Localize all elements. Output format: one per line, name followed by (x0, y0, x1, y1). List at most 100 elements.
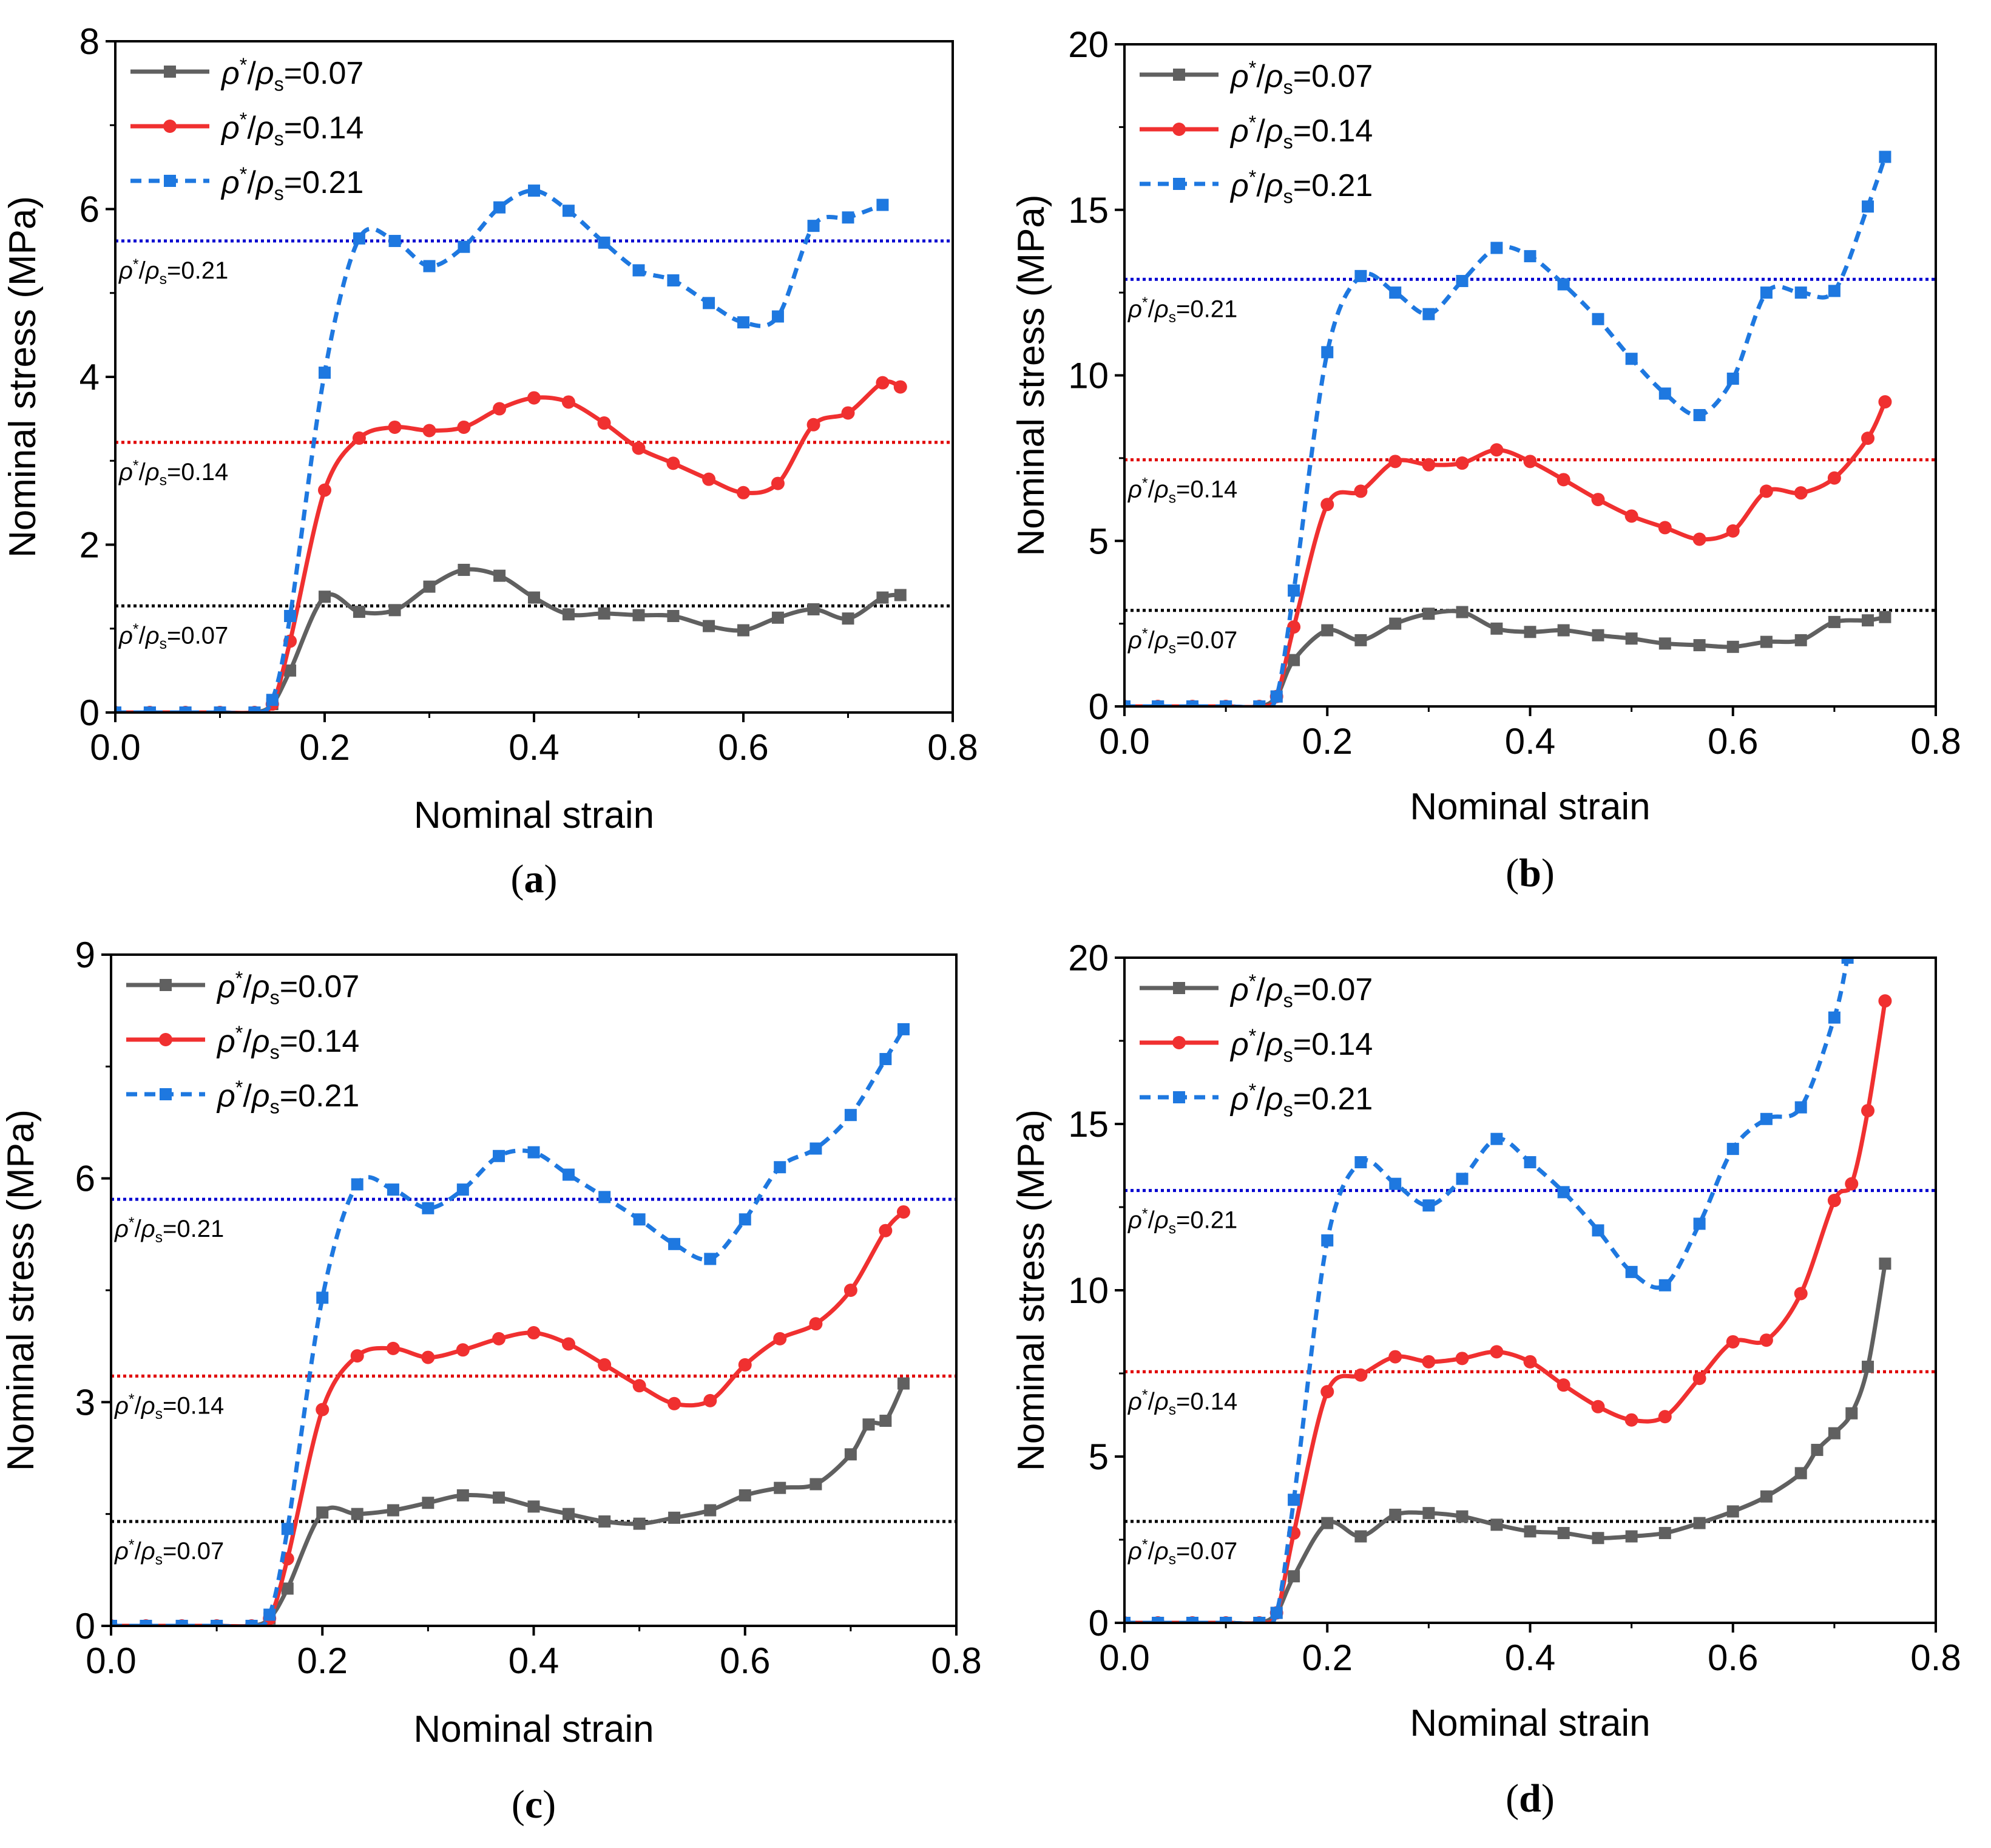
legend-value: =0.14 (1293, 113, 1373, 149)
legend-superscript: * (133, 621, 139, 638)
legend-slash: / (243, 1078, 252, 1114)
data-point-014 (1861, 1104, 1875, 1118)
data-point-014 (422, 424, 436, 438)
data-point-007 (598, 1515, 611, 1528)
panel-caption: (d) (1506, 1776, 1555, 1821)
x-tick-label: 0.4 (509, 1640, 559, 1681)
legend-marker-014 (1172, 123, 1186, 136)
data-point-021 (1270, 690, 1283, 703)
chart-panel-b: ρ*/ρs=0.07ρ*/ρs=0.14ρ*/ρs=0.210.0 0.2 0.4 0… (1010, 24, 1961, 895)
data-point-021 (493, 1149, 505, 1162)
legend-rho: ρ (251, 969, 270, 1004)
data-point-014 (1692, 532, 1706, 546)
legend-slash: / (1256, 168, 1265, 203)
data-point-007 (423, 580, 436, 593)
series-line-021 (111, 1028, 905, 1626)
x-axis-label: Nominal strain (1410, 786, 1650, 828)
plateau-label-014: ρ*/ρs=0.14 (114, 1392, 224, 1423)
data-point-021 (774, 1161, 786, 1174)
data-point-014 (1490, 443, 1504, 457)
legend-superscript: * (133, 257, 139, 273)
data-point-014 (1557, 1378, 1570, 1392)
x-tick-label: 0.4 (509, 727, 559, 768)
data-point-021 (897, 1023, 910, 1035)
legend-slash: / (243, 969, 252, 1004)
data-point-021 (1220, 700, 1232, 706)
data-point-007 (1625, 1530, 1638, 1543)
legend-value: =0.21 (1176, 1207, 1237, 1234)
data-point-021 (632, 264, 645, 277)
legend-superscript: * (1249, 970, 1257, 992)
legend-marker-007 (1173, 69, 1185, 81)
y-tick-label: 0 (79, 692, 100, 733)
data-point-014 (1354, 1368, 1368, 1382)
data-point-021 (562, 205, 575, 217)
data-point-021 (562, 1168, 575, 1181)
legend-value: =0.21 (1293, 168, 1373, 203)
plateau-label-021: ρ*/ρs=0.21 (114, 1215, 224, 1246)
caption-paren: ) (1541, 851, 1555, 895)
data-point-021 (1693, 1217, 1706, 1230)
data-point-007 (353, 606, 365, 618)
legend-value: =0.14 (1293, 1027, 1373, 1062)
data-point-014 (806, 418, 820, 432)
data-point-021 (876, 198, 889, 211)
legend-superscript: * (1249, 166, 1257, 188)
legend-rho: ρ (251, 1078, 270, 1114)
legend-value: =0.14 (167, 459, 228, 486)
legend-rho: ρ (114, 1216, 129, 1242)
x-axis-label: Nominal strain (413, 1708, 654, 1750)
legend-subscript: s (270, 1095, 280, 1117)
data-point-021 (143, 706, 156, 712)
data-point-007 (1389, 1508, 1402, 1521)
y-tick-label: 15 (1068, 190, 1109, 231)
legend-superscript: * (235, 1022, 243, 1044)
data-point-021 (879, 1053, 892, 1066)
legend-marker-014 (159, 1033, 172, 1046)
data-point-021 (1186, 1617, 1198, 1623)
y-axis-label: Nominal stress (MPa) (1010, 1109, 1052, 1471)
legend-value: =0.21 (284, 165, 364, 200)
legend-rho: ρ (1127, 476, 1142, 503)
data-point-007 (1490, 622, 1503, 635)
legend-marker-021 (160, 1088, 172, 1100)
data-point-014 (421, 1350, 435, 1364)
legend-subscript: s (270, 1041, 280, 1063)
data-point-021 (319, 367, 331, 379)
data-point-021 (493, 201, 506, 214)
caption-paren: ( (1506, 851, 1519, 895)
data-point-021 (1524, 1156, 1536, 1169)
data-point-007 (1658, 1527, 1671, 1540)
legend-superscript: * (1249, 112, 1257, 134)
legend-slash: / (1148, 1207, 1155, 1234)
legend-rho: ρ (1127, 1207, 1142, 1234)
data-point-021 (1693, 408, 1706, 421)
data-point-021 (284, 610, 297, 623)
data-point-021 (281, 1523, 294, 1535)
legend-subscript: s (1169, 1220, 1176, 1237)
data-point-021 (1270, 1606, 1283, 1619)
y-tick-label: 10 (1068, 356, 1109, 396)
data-point-021 (1828, 1011, 1841, 1024)
series-line-021 (1124, 156, 1887, 706)
data-point-014 (597, 416, 611, 430)
y-axis-label: Nominal stress (MPa) (2, 196, 44, 558)
data-point-021 (140, 1620, 152, 1626)
legend-subscript: s (155, 1230, 163, 1246)
data-point-021 (387, 1183, 399, 1196)
data-point-007 (897, 1377, 910, 1390)
legend-subscript: s (274, 182, 284, 204)
data-point-021 (771, 310, 784, 323)
legend-subscript: s (155, 1552, 163, 1568)
data-point-021 (1321, 1234, 1334, 1247)
data-point-007 (1524, 1525, 1536, 1538)
legend-subscript: s (1169, 310, 1176, 326)
y-tick-label: 2 (79, 525, 100, 566)
data-point-021 (1354, 269, 1367, 282)
data-point-007 (1321, 624, 1334, 637)
data-point-021 (351, 1178, 363, 1191)
legend-slash: / (1148, 1388, 1155, 1415)
data-point-021 (737, 316, 749, 329)
data-point-007 (844, 1448, 857, 1461)
data-point-007 (1354, 1530, 1367, 1543)
